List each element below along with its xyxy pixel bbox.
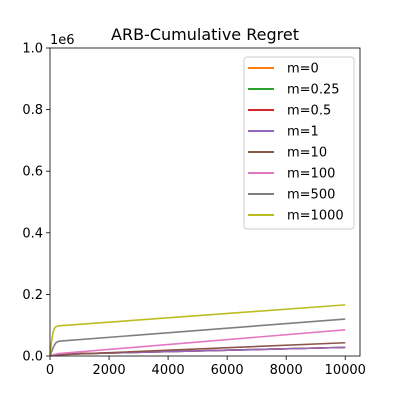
legend-box xyxy=(243,56,355,230)
x-tick-label: 2000 xyxy=(93,363,126,378)
x-tick-label: 8000 xyxy=(270,363,303,378)
plot-frame xyxy=(49,47,361,357)
legend-label: m=0.25 xyxy=(287,83,340,98)
legend-label: m=1 xyxy=(287,125,319,140)
y-tick-label: 0.8 xyxy=(22,103,43,118)
axis-ticks: 0 2000 4000 6000 8000 10000 0.0 0.2 0.4 0.6 0.8 1.0 xyxy=(22,42,366,379)
legend-label: m=1000 xyxy=(287,209,344,224)
legend-label: m=500 xyxy=(287,188,335,203)
x-tick-label: 6000 xyxy=(211,363,244,378)
legend-label: m=10 xyxy=(287,146,327,161)
legend: m=0 m=0.25 m=0.5 m=1 m=10 m=100 m=500 m=1000 xyxy=(243,56,355,230)
y-tick-label: 0.4 xyxy=(22,226,43,241)
series-line-m-500 xyxy=(49,318,346,357)
x-tick-label: 0 xyxy=(46,363,54,378)
y-tick-label: 0.2 xyxy=(22,288,43,303)
series-line-m-100 xyxy=(49,329,346,357)
y-tick-label: 0.6 xyxy=(22,165,43,180)
chart-title: ARB-Cumulative Regret xyxy=(111,25,299,44)
y-tick-label: 0.0 xyxy=(22,350,43,365)
y-tick-label: 1.0 xyxy=(22,42,43,57)
legend-label: m=0 xyxy=(287,62,319,77)
legend-label: m=100 xyxy=(287,167,335,182)
x-tick-label: 4000 xyxy=(152,363,185,378)
y-scale-label: 1e6 xyxy=(50,33,75,48)
legend-label: m=0.5 xyxy=(287,104,331,119)
series-line-m-1000 xyxy=(49,304,346,357)
x-tick-label: 10000 xyxy=(325,363,366,378)
